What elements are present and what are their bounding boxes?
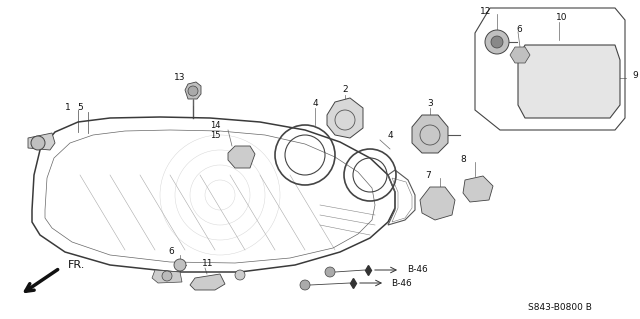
Text: 2: 2 xyxy=(342,85,348,94)
Polygon shape xyxy=(412,115,448,153)
Circle shape xyxy=(485,30,509,54)
Text: B-46: B-46 xyxy=(392,278,412,287)
Text: 3: 3 xyxy=(427,99,433,108)
Text: 13: 13 xyxy=(174,73,186,83)
Text: 6: 6 xyxy=(516,25,522,33)
Circle shape xyxy=(188,86,198,96)
Text: FR.: FR. xyxy=(68,260,85,270)
Polygon shape xyxy=(185,82,201,99)
Text: 8: 8 xyxy=(460,154,466,164)
Text: 4: 4 xyxy=(387,131,393,140)
Text: 5: 5 xyxy=(77,102,83,112)
Polygon shape xyxy=(190,274,225,290)
Polygon shape xyxy=(463,176,493,202)
Polygon shape xyxy=(420,187,455,220)
Text: 1: 1 xyxy=(65,102,71,112)
Circle shape xyxy=(235,270,245,280)
Polygon shape xyxy=(327,98,363,138)
Circle shape xyxy=(174,259,186,271)
Circle shape xyxy=(491,36,503,48)
Polygon shape xyxy=(228,146,255,168)
Text: 14: 14 xyxy=(210,122,220,130)
Text: B-46: B-46 xyxy=(408,265,428,275)
Circle shape xyxy=(162,271,172,281)
Text: 7: 7 xyxy=(425,170,431,180)
Text: 10: 10 xyxy=(556,13,568,23)
Text: 15: 15 xyxy=(210,131,220,140)
Text: 4: 4 xyxy=(312,99,318,108)
Polygon shape xyxy=(510,47,530,63)
Text: 9: 9 xyxy=(632,71,637,80)
Circle shape xyxy=(300,280,310,290)
Circle shape xyxy=(325,267,335,277)
Text: 6: 6 xyxy=(168,247,174,256)
Polygon shape xyxy=(28,133,55,150)
Polygon shape xyxy=(518,45,620,118)
Text: 12: 12 xyxy=(480,8,492,17)
Text: 11: 11 xyxy=(202,259,214,269)
Polygon shape xyxy=(152,270,182,283)
Circle shape xyxy=(31,136,45,150)
Text: S843-B0800 B: S843-B0800 B xyxy=(528,303,592,313)
